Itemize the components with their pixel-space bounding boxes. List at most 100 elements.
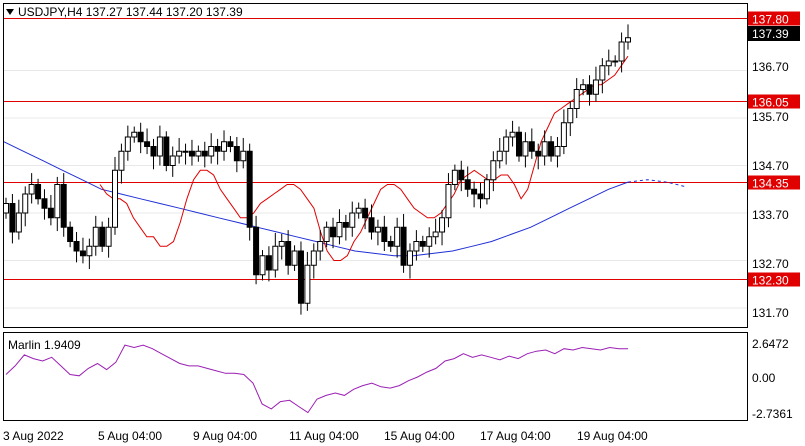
candle-body bbox=[9, 203, 16, 233]
candle-body bbox=[509, 131, 516, 138]
candle-body bbox=[355, 207, 362, 214]
candle-body bbox=[246, 150, 253, 228]
candle-body bbox=[60, 184, 67, 228]
price-grid bbox=[4, 70, 747, 309]
time-label: 5 Aug 04:00 bbox=[98, 429, 162, 443]
triangle-down-icon[interactable] bbox=[6, 9, 14, 15]
time-label: 3 Aug 2022 bbox=[3, 429, 64, 443]
candle-body bbox=[323, 226, 330, 242]
candle-body bbox=[278, 241, 285, 247]
indicator-panel[interactable] bbox=[3, 332, 748, 421]
candle-body bbox=[221, 141, 228, 152]
candle-body bbox=[554, 146, 561, 157]
indicator-label-min: -2.7361 bbox=[752, 407, 793, 421]
price-label: 131.70 bbox=[752, 306, 789, 320]
candle-body bbox=[233, 146, 240, 162]
current-price-tag bbox=[748, 26, 800, 41]
candle-body bbox=[240, 150, 247, 162]
time-label: 19 Aug 04:00 bbox=[577, 429, 648, 443]
candle-body bbox=[362, 207, 369, 219]
candle-body bbox=[419, 241, 426, 247]
candle-body bbox=[586, 84, 593, 95]
marlin-indicator-line bbox=[5, 344, 628, 414]
candle-body bbox=[541, 141, 548, 157]
candle-body bbox=[336, 222, 343, 238]
candle-body bbox=[496, 150, 503, 162]
candle-body bbox=[374, 226, 381, 233]
red-moving-average bbox=[99, 55, 629, 261]
price-label: 135.70 bbox=[752, 110, 789, 124]
candle-body bbox=[406, 250, 413, 266]
candle-body bbox=[515, 131, 522, 157]
candle-body bbox=[54, 184, 61, 219]
candle-body bbox=[400, 226, 407, 266]
level-label: 134.35 bbox=[752, 177, 789, 191]
candle-body bbox=[503, 136, 510, 152]
candle-body bbox=[592, 79, 599, 95]
candle-body bbox=[612, 60, 619, 63]
candle-body bbox=[272, 245, 279, 271]
candle-body bbox=[368, 217, 375, 233]
candles bbox=[3, 24, 631, 315]
candle-body bbox=[451, 169, 458, 185]
candle-body bbox=[567, 108, 574, 124]
time-label: 17 Aug 04:00 bbox=[480, 429, 551, 443]
candle-body bbox=[535, 150, 542, 157]
candle-body bbox=[201, 150, 208, 157]
blue-moving-average bbox=[3, 141, 629, 257]
candle-body bbox=[625, 37, 631, 43]
candle-body bbox=[310, 250, 317, 266]
candle-body bbox=[105, 226, 112, 247]
candle-body bbox=[214, 146, 221, 152]
level-lines bbox=[4, 18, 747, 280]
candle-body bbox=[112, 169, 119, 228]
candle-body bbox=[35, 184, 42, 200]
candle-body bbox=[73, 241, 80, 252]
candle-body bbox=[439, 217, 446, 233]
price-axis: 136.70 135.70 134.70 133.70 132.70 131.7… bbox=[752, 60, 789, 320]
level-label: 132.30 bbox=[752, 274, 789, 288]
candle-body bbox=[426, 236, 433, 247]
candle-body bbox=[490, 160, 497, 181]
blue-moving-average-projection bbox=[627, 179, 687, 188]
candle-body bbox=[3, 203, 9, 214]
candle-body bbox=[471, 188, 478, 195]
candle-body bbox=[413, 241, 420, 252]
candle-body bbox=[349, 212, 356, 228]
candle-body bbox=[394, 226, 401, 247]
price-label: 132.70 bbox=[752, 257, 789, 271]
indicator-label-zero: 0.00 bbox=[752, 371, 776, 385]
price-label: 136.70 bbox=[752, 60, 789, 74]
candle-body bbox=[41, 198, 48, 209]
time-label: 9 Aug 04:00 bbox=[193, 429, 257, 443]
candle-body bbox=[387, 241, 394, 247]
candle-body bbox=[483, 179, 490, 200]
candle-body bbox=[47, 207, 54, 219]
candle-body bbox=[445, 184, 452, 219]
candle-body bbox=[169, 155, 176, 166]
candle-body bbox=[580, 84, 587, 90]
level-tag bbox=[748, 272, 800, 287]
indicator-label-max: 2.6472 bbox=[752, 337, 789, 351]
candle-body bbox=[522, 141, 529, 157]
candle-body bbox=[342, 222, 349, 228]
candle-body bbox=[188, 150, 195, 157]
candle-body bbox=[124, 136, 131, 152]
candle-body bbox=[150, 146, 157, 157]
candle-body bbox=[477, 193, 484, 200]
candle-body bbox=[548, 141, 555, 157]
level-tag bbox=[748, 94, 800, 109]
candle-body bbox=[118, 150, 125, 171]
candle-body bbox=[291, 250, 298, 266]
candle-body bbox=[227, 141, 234, 147]
candle-body bbox=[259, 255, 266, 276]
price-label: 134.70 bbox=[752, 159, 789, 173]
candle-body bbox=[86, 245, 93, 257]
level-label: 136.05 bbox=[752, 96, 789, 110]
indicator-name: Marlin 1.9409 bbox=[8, 338, 81, 352]
candle-body bbox=[28, 184, 35, 195]
candle-body bbox=[432, 231, 439, 238]
candle-body bbox=[605, 60, 612, 67]
candle-body bbox=[67, 226, 74, 242]
